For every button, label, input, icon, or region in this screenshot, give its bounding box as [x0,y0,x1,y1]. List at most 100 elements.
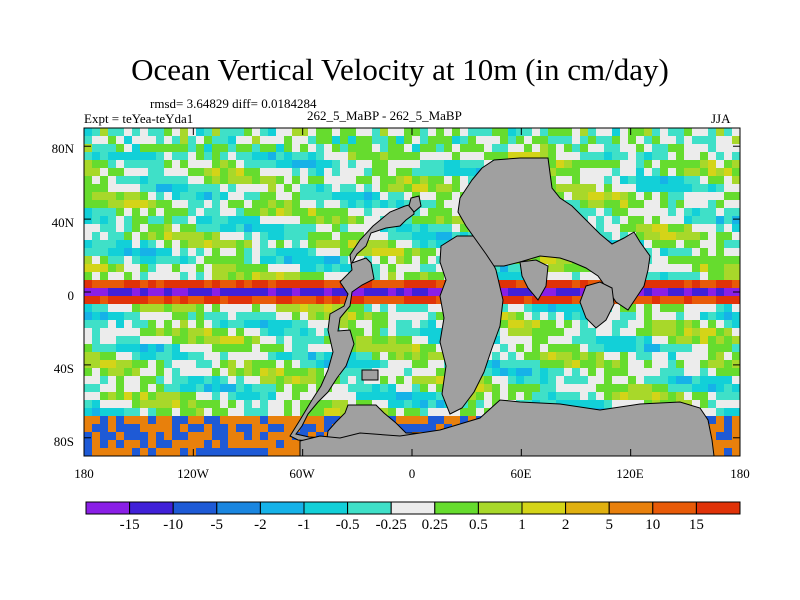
field-cell [692,296,701,305]
field-cell [692,240,701,249]
field-cell [236,264,245,273]
field-cell [428,208,437,217]
field-cell [108,280,117,289]
field-cell [292,208,301,217]
field-cell [676,320,685,329]
field-cell [572,128,581,137]
field-cell [732,248,740,257]
field-cell [612,360,621,369]
field-cell [652,368,661,377]
field-cell [132,224,141,233]
field-cell [516,264,525,273]
field-cell [372,176,381,185]
field-cell [228,384,237,393]
field-cell [268,368,277,377]
field-cell [668,216,677,225]
field-cell [364,200,373,209]
field-cell [252,208,261,217]
field-cell [540,144,549,153]
field-cell [292,152,301,161]
plot-title: Ocean Vertical Velocity at 10m (in cm/da… [131,52,669,87]
field-cell [476,392,485,401]
field-cell [108,264,117,273]
field-cell [644,200,653,209]
field-cell [324,280,333,289]
field-cell [436,304,445,313]
field-cell [540,320,549,329]
field-cell [628,208,637,217]
field-cell [372,320,381,329]
field-cell [332,272,341,281]
field-cell [436,160,445,169]
field-cell [700,160,709,169]
field-cell [644,208,653,217]
field-cell [444,184,453,193]
field-cell [332,192,341,201]
field-cell [148,168,157,177]
field-cell [428,272,437,281]
field-cell [388,272,397,281]
field-cell [364,240,373,249]
field-cell [676,384,685,393]
field-cell [132,264,141,273]
field-cell [220,320,229,329]
field-cell [636,160,645,169]
field-cell [596,376,605,385]
field-cell [724,224,733,233]
field-cell [188,368,197,377]
field-cell [188,176,197,185]
field-cell [700,272,709,281]
field-cell [172,328,181,337]
field-cell [140,168,149,177]
field-cell [620,168,629,177]
field-cell [564,144,573,153]
field-cell [196,392,205,401]
field-cell [308,256,317,265]
field-cell [476,408,485,417]
field-cell [204,336,213,345]
field-cell [708,184,717,193]
field-cell [236,176,245,185]
field-cell [244,240,253,249]
field-cell [292,216,301,225]
field-cell [196,232,205,241]
field-cell [380,160,389,169]
field-cell [572,384,581,393]
field-cell [204,128,213,137]
field-cell [404,320,413,329]
field-cell [356,384,365,393]
field-cell [180,400,189,409]
field-cell [276,336,285,345]
field-cell [252,448,261,456]
field-cell [324,136,333,145]
field-cell [716,408,725,417]
colorbar [85,501,741,515]
field-cell [380,128,389,137]
field-cell [260,360,269,369]
field-cell [308,360,317,369]
field-cell [644,168,653,177]
field-cell [148,304,157,313]
field-cell [84,312,93,321]
field-cell [340,216,349,225]
field-cell [132,128,141,137]
field-cell [380,176,389,185]
field-cell [124,224,133,233]
field-cell [540,312,549,321]
field-cell [508,328,517,337]
field-cell [380,136,389,145]
colorbar-swatch [434,501,479,515]
field-cell [164,320,173,329]
field-cell [300,192,309,201]
field-cell [420,192,429,201]
field-cell [268,160,277,169]
field-cell [724,248,733,257]
field-cell [188,288,197,297]
field-cell [276,248,285,257]
field-cell [348,160,357,169]
field-cell [716,432,725,441]
colorbar-swatch [390,501,436,515]
field-cell [116,280,125,289]
field-cell [724,264,733,273]
field-cell [460,144,469,153]
